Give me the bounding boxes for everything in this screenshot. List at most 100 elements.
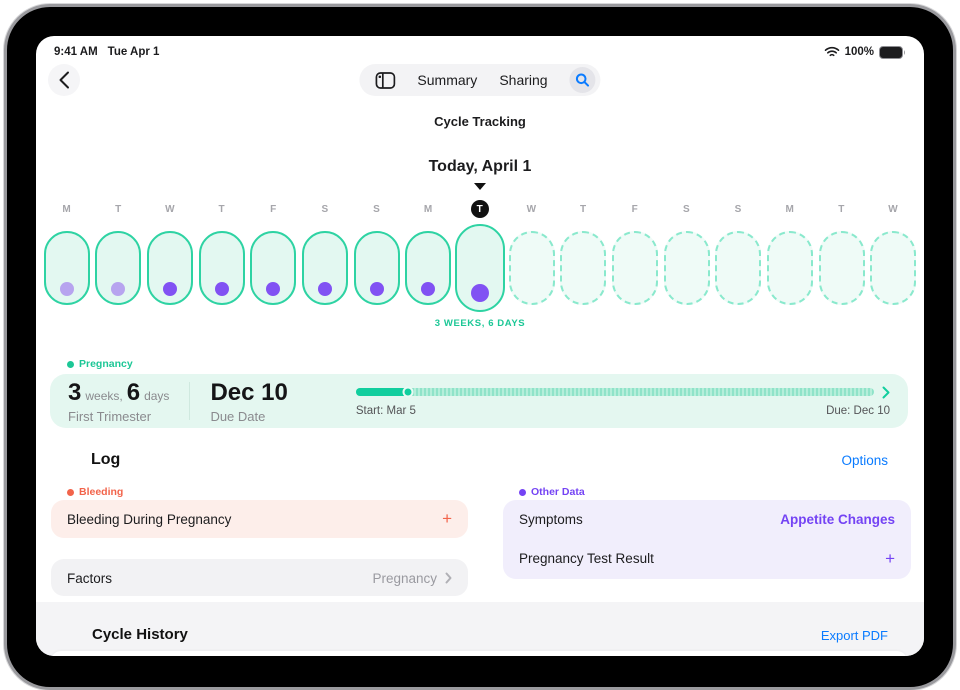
chevron-left-icon xyxy=(59,71,69,89)
day-letter: T xyxy=(115,203,122,215)
card-divider xyxy=(189,382,191,420)
other-data-section-text: Other Data xyxy=(531,486,585,498)
day-capsule-future[interactable] xyxy=(766,231,813,305)
pregnancy-test-label: Pregnancy Test Result xyxy=(519,551,654,566)
day-column: T xyxy=(196,194,248,312)
pregnancy-dot-icon xyxy=(67,360,74,368)
export-pdf-link[interactable]: Export PDF xyxy=(820,628,888,643)
day-column: F xyxy=(609,194,661,312)
day-column: W xyxy=(144,194,196,312)
due-date-block: Dec 10 Due Date xyxy=(210,379,287,424)
day-column: S xyxy=(351,194,403,312)
pregnancy-timeline: Start: Mar 5 Due: Dec 10 xyxy=(355,386,890,417)
days-value: 6 xyxy=(126,378,141,406)
log-entry-dot xyxy=(421,282,436,296)
day-letter: T xyxy=(838,203,845,215)
day-letter: S xyxy=(321,203,329,215)
symptoms-label: Symptoms xyxy=(519,512,583,527)
back-button[interactable] xyxy=(48,64,80,96)
day-letter: W xyxy=(888,203,899,215)
battery-percent: 100% xyxy=(844,46,874,58)
day-capsule-future[interactable] xyxy=(818,231,865,305)
day-capsule-logged[interactable] xyxy=(198,231,245,305)
pregnancy-section-text: Pregnancy xyxy=(79,358,133,370)
tab-sharing[interactable]: Sharing xyxy=(499,72,548,88)
day-capsule-logged[interactable] xyxy=(95,231,142,305)
day-letter: S xyxy=(682,203,691,215)
day-column: T xyxy=(93,194,145,312)
pregnancy-duration-label: 3 WEEKS, 6 DAYS xyxy=(434,318,526,329)
chevron-right-icon[interactable] xyxy=(882,386,890,399)
day-capsule-future[interactable] xyxy=(663,231,710,305)
day-capsule-future[interactable] xyxy=(560,231,607,305)
search-button[interactable] xyxy=(569,67,596,93)
log-entry-dot xyxy=(470,284,489,302)
day-capsule-logged[interactable] xyxy=(405,231,452,305)
page-title: Cycle Tracking xyxy=(434,114,526,129)
day-column: T xyxy=(816,194,868,312)
today-pointer-icon xyxy=(474,183,486,190)
tab-summary[interactable]: Summary xyxy=(417,72,478,88)
chevron-right-icon xyxy=(445,572,452,584)
pregnancy-progress-bar xyxy=(355,386,874,398)
cycle-history-title: Cycle History xyxy=(92,626,188,643)
pregnancy-progress-knob xyxy=(402,386,414,398)
pregnancy-progress-fill xyxy=(355,388,408,396)
day-capsule-today[interactable] xyxy=(454,224,505,312)
timeline-due-label: Due: Dec 10 xyxy=(826,404,890,417)
bleeding-dot-icon xyxy=(67,488,74,496)
trimester-label: First Trimester xyxy=(68,408,152,424)
bleeding-row[interactable]: Bleeding During Pregnancy + xyxy=(51,500,468,538)
log-entry-dot xyxy=(369,282,384,296)
day-capsule-future[interactable] xyxy=(715,231,762,305)
weeks-value: 3 xyxy=(68,378,82,406)
day-letter: S xyxy=(373,203,381,215)
bleeding-item-label: Bleeding During Pregnancy xyxy=(67,511,232,527)
factors-row[interactable]: Factors Pregnancy xyxy=(51,559,468,597)
day-capsule-logged[interactable] xyxy=(302,231,349,305)
symptoms-value[interactable]: Appetite Changes xyxy=(780,512,895,527)
nav-pill: Summary Sharing xyxy=(359,64,601,96)
day-column: S xyxy=(661,194,713,312)
day-capsule-logged[interactable] xyxy=(250,231,297,305)
factors-value: Pregnancy xyxy=(372,570,437,586)
pregnancy-test-row[interactable]: Pregnancy Test Result + xyxy=(503,539,911,578)
day-letter: S xyxy=(734,203,742,215)
day-column: T xyxy=(557,194,609,312)
day-letter: M xyxy=(785,203,795,215)
factors-label: Factors xyxy=(67,570,113,586)
battery-icon xyxy=(879,45,906,59)
add-pregnancy-test-button[interactable]: + xyxy=(885,548,895,568)
bleeding-card: Bleeding During Pregnancy + xyxy=(51,500,468,538)
day-column: M xyxy=(764,194,816,312)
add-bleeding-button[interactable]: + xyxy=(442,509,452,528)
status-date: Tue Apr 1 xyxy=(107,46,160,58)
status-time: 9:41 AM xyxy=(54,46,98,58)
log-entry-dot xyxy=(214,282,229,296)
symptoms-row[interactable]: Symptoms Appetite Changes xyxy=(503,500,911,539)
day-capsule-future[interactable] xyxy=(508,231,555,305)
day-column: S xyxy=(299,194,351,312)
weeks-unit: weeks, xyxy=(85,388,123,403)
day-letter: W xyxy=(165,203,176,215)
pregnancy-summary-card[interactable]: 3 weeks, 6 days First Trimester Dec 10 D… xyxy=(50,374,908,428)
sidebar-toggle-icon[interactable] xyxy=(375,71,396,89)
log-entry-dot xyxy=(163,282,178,296)
day-capsule-logged[interactable] xyxy=(43,231,90,305)
day-column: T xyxy=(454,194,506,312)
search-icon xyxy=(576,73,590,87)
day-capsule-future[interactable] xyxy=(870,231,917,305)
other-data-dot-icon xyxy=(519,488,526,496)
day-letter-today: T xyxy=(470,200,489,218)
day-capsule-logged[interactable] xyxy=(147,231,194,305)
options-link[interactable]: Options xyxy=(841,453,888,468)
pregnancy-section-label: Pregnancy xyxy=(67,358,133,370)
day-letter: M xyxy=(423,203,433,215)
bleeding-section-label: Bleeding xyxy=(67,486,123,498)
day-capsule-future[interactable] xyxy=(611,231,658,305)
day-capsule-logged[interactable] xyxy=(353,231,400,305)
day-column: F xyxy=(248,194,300,312)
day-column: W xyxy=(506,194,558,312)
day-column: S xyxy=(712,194,764,312)
